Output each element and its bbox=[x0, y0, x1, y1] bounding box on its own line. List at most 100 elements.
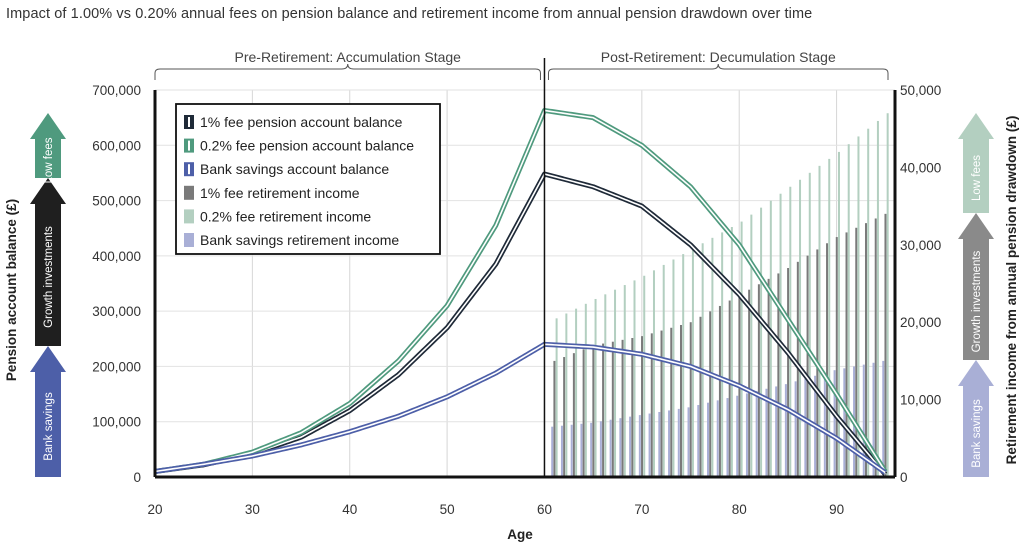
x-tick-label: 30 bbox=[245, 502, 260, 517]
income-bar bbox=[707, 402, 709, 477]
right-arrow-bank-savings-label: Bank savings bbox=[971, 399, 983, 468]
left-arrow-low-fees bbox=[30, 113, 66, 178]
income-bar bbox=[750, 214, 753, 477]
legend-swatch bbox=[184, 185, 194, 200]
income-bar bbox=[886, 113, 889, 477]
income-bar bbox=[553, 360, 556, 477]
legend-swatch-inner bbox=[188, 117, 190, 127]
y-axis-title: Pension account balance (£) bbox=[4, 199, 19, 381]
income-bar bbox=[769, 200, 772, 477]
legend-swatch-inner bbox=[188, 164, 190, 175]
income-bar bbox=[614, 289, 617, 477]
income-bar bbox=[736, 395, 739, 477]
left-arrow-growth-investments-label: Growth investments bbox=[43, 226, 55, 328]
y2-tick-label: 10,000 bbox=[900, 393, 941, 408]
income-bar bbox=[575, 308, 578, 477]
income-bar bbox=[689, 322, 692, 477]
y2-tick-label: 30,000 bbox=[900, 238, 941, 253]
income-bar bbox=[658, 411, 661, 477]
right-arrow-growth-investments bbox=[958, 213, 994, 360]
legend-swatch-inner bbox=[188, 140, 190, 151]
legend-label: 1% fee pension account balance bbox=[200, 114, 403, 130]
income-bar bbox=[594, 298, 597, 477]
y-tick-label: 400,000 bbox=[92, 249, 141, 264]
income-bar bbox=[677, 408, 680, 477]
post-retirement-label: Post-Retirement: Decumulation Stage bbox=[601, 49, 836, 65]
legend-label: 0.2% fee retirement income bbox=[200, 208, 371, 224]
income-bar bbox=[828, 158, 831, 478]
left-arrow-bank-savings-label: Bank savings bbox=[43, 392, 55, 461]
right-arrow-bank-savings bbox=[958, 360, 994, 477]
line-layer bbox=[154, 107, 888, 476]
income-bar bbox=[730, 226, 733, 477]
income-bar bbox=[638, 415, 641, 477]
income-bar bbox=[599, 421, 602, 477]
income-bar bbox=[691, 248, 694, 477]
line-02pct-fee-inner bbox=[154, 109, 886, 473]
legend-label: Bank savings account balance bbox=[200, 161, 389, 177]
income-bar bbox=[826, 243, 829, 477]
y-tick-label: 100,000 bbox=[92, 415, 141, 430]
legend-swatch bbox=[184, 209, 194, 224]
left-arrow-low-fees-label: Low fees bbox=[43, 137, 55, 183]
income-bar bbox=[862, 364, 865, 477]
income-bar bbox=[876, 120, 879, 478]
y-tick-label: 0 bbox=[133, 470, 141, 485]
income-bar bbox=[818, 165, 821, 478]
income-bar bbox=[799, 179, 802, 477]
income-bar bbox=[668, 410, 671, 477]
income-bar bbox=[757, 284, 760, 477]
income-bar bbox=[777, 273, 780, 477]
income-bar bbox=[855, 227, 858, 477]
income-bar bbox=[563, 357, 566, 477]
income-bar bbox=[602, 343, 605, 477]
x-tick-label: 80 bbox=[732, 502, 747, 517]
income-bar bbox=[833, 370, 836, 477]
legend-swatch bbox=[184, 233, 194, 247]
income-bar bbox=[857, 136, 860, 477]
y2-tick-label: 0 bbox=[900, 470, 908, 485]
line-bank-savings-inner bbox=[154, 343, 886, 474]
income-bar bbox=[584, 303, 587, 477]
legend-label: 1% fee retirement income bbox=[200, 185, 360, 201]
income-bar bbox=[837, 151, 840, 478]
bar-layer bbox=[551, 113, 889, 478]
right-arrow-low-fees bbox=[958, 113, 994, 213]
income-bar bbox=[872, 362, 875, 477]
income-bar bbox=[648, 413, 651, 477]
x-tick-label: 50 bbox=[440, 502, 455, 517]
y2-tick-label: 20,000 bbox=[900, 315, 941, 330]
income-bar bbox=[884, 213, 887, 477]
y-tick-label: 500,000 bbox=[92, 194, 141, 209]
income-bar bbox=[701, 243, 704, 477]
chart-title: Impact of 1.00% vs 0.20% annual fees on … bbox=[6, 6, 813, 22]
x-tick-label: 40 bbox=[342, 502, 357, 517]
income-bar bbox=[662, 264, 665, 477]
income-bar bbox=[775, 386, 778, 477]
x-tick-label: 70 bbox=[634, 502, 649, 517]
income-bar bbox=[572, 353, 575, 477]
income-bar bbox=[867, 128, 870, 477]
y-tick-label: 200,000 bbox=[92, 359, 141, 374]
income-bar bbox=[641, 336, 644, 477]
income-bar bbox=[609, 419, 612, 477]
y2-tick-label: 40,000 bbox=[900, 160, 941, 175]
income-bar bbox=[592, 345, 595, 477]
pre-retirement-label: Pre-Retirement: Accumulation Stage bbox=[235, 49, 462, 65]
income-bar bbox=[629, 416, 632, 477]
left-arrow-growth-investments bbox=[30, 178, 66, 346]
income-bar bbox=[748, 289, 751, 477]
income-bar bbox=[611, 341, 614, 477]
legend-label: 0.2% fee pension account balance bbox=[200, 138, 414, 154]
arrow-layer: Bank savings Growth investments Low fees Ba… bbox=[30, 113, 994, 477]
income-bar bbox=[697, 405, 700, 477]
income-bar bbox=[660, 330, 663, 477]
income-bar bbox=[709, 311, 712, 477]
income-bar bbox=[804, 378, 807, 477]
y-tick-label: 700,000 bbox=[92, 83, 141, 98]
income-bar bbox=[767, 278, 770, 477]
income-bar bbox=[716, 400, 719, 477]
income-bar bbox=[580, 423, 583, 477]
income-bar bbox=[835, 237, 838, 477]
